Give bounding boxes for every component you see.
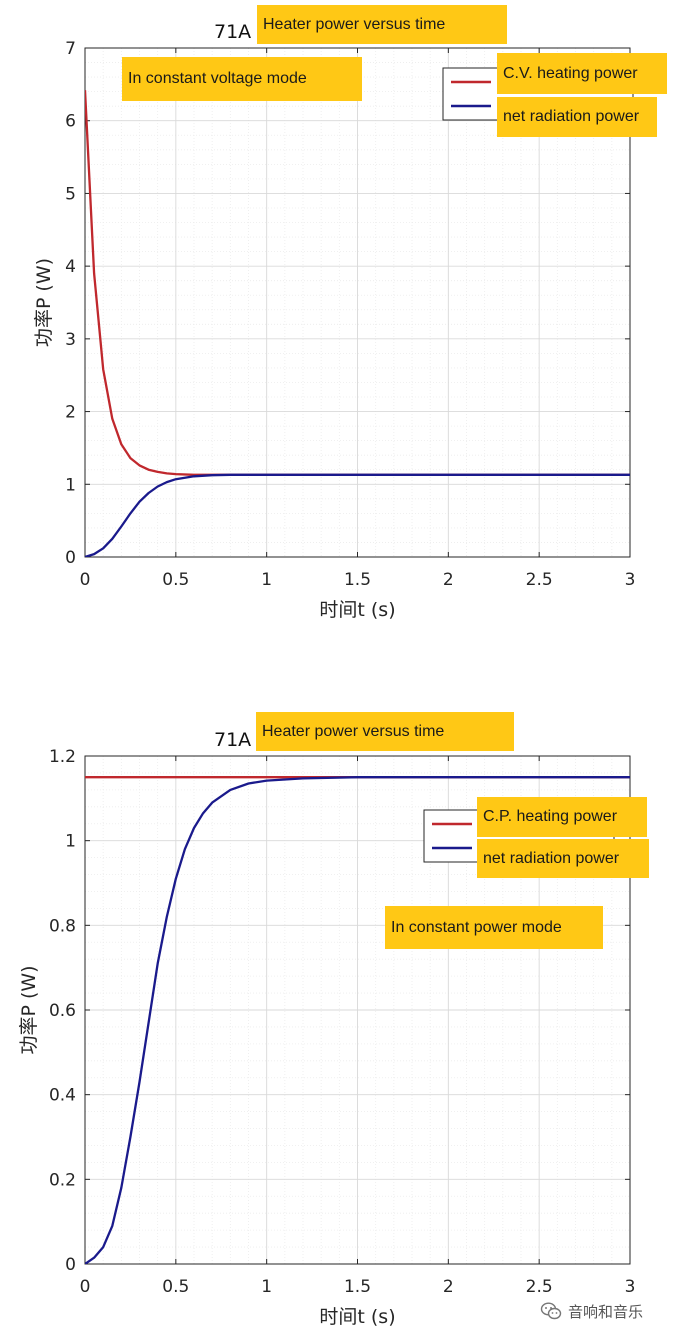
x-tick-label: 0.5 xyxy=(162,570,189,590)
y-tick-label: 0 xyxy=(65,1255,76,1275)
x-tick-label: 2.5 xyxy=(526,1277,553,1297)
mode-annotation: In constant power mode xyxy=(385,906,603,949)
y-tick-label: 0 xyxy=(65,548,76,568)
y-tick-label: 6 xyxy=(65,112,76,132)
y-tick-label: 0.8 xyxy=(49,916,76,936)
watermark-text: 音响和音乐 xyxy=(568,1302,644,1321)
x-tick-label: 1.5 xyxy=(344,570,371,590)
x-tick-label: 3 xyxy=(625,1277,636,1297)
y-tick-label: 3 xyxy=(65,330,76,350)
y-tick-label: 1 xyxy=(65,832,76,852)
x-tick-label: 1 xyxy=(261,1277,272,1297)
x-tick-label: 1.5 xyxy=(344,1277,371,1297)
x-axis-label: 时间t (s) xyxy=(319,599,395,621)
chart-title: 71A xyxy=(214,729,251,751)
x-tick-label: 2 xyxy=(443,570,454,590)
x-tick-label: 1 xyxy=(261,570,272,590)
wechat-icon xyxy=(540,1302,562,1320)
y-tick-label: 2 xyxy=(65,403,76,423)
y-axis-label: 功率P (W) xyxy=(33,258,55,347)
x-tick-label: 0 xyxy=(80,570,91,590)
legend-label-2: net radiation power xyxy=(477,839,649,878)
chart-2: 0 0.5 1 1.5 2 2.5 3 0 0.2 0.4 0.6 0.8 1 1.2 时间t (s) 功率P… xyxy=(18,729,635,1328)
y-tick-label: 4 xyxy=(65,257,76,277)
y-tick-label: 0.6 xyxy=(49,1001,76,1021)
y-tick-label: 0.4 xyxy=(49,1086,76,1106)
watermark: 音响和音乐 xyxy=(540,1300,643,1322)
y-tick-label: 7 xyxy=(65,39,76,59)
series-line-2 xyxy=(85,473,630,557)
title-overlay: Heater power versus time xyxy=(257,5,507,44)
mode-annotation: In constant voltage mode xyxy=(122,57,362,101)
x-axis-label: 时间t (s) xyxy=(319,1306,395,1328)
y-tick-label: 1.2 xyxy=(49,747,76,767)
x-tick-label: 3 xyxy=(625,570,636,590)
y-tick-label: 0.2 xyxy=(49,1170,76,1190)
y-tick-label: 1 xyxy=(65,475,76,495)
x-tick-label: 2 xyxy=(443,1277,454,1297)
x-tick-label: 2.5 xyxy=(526,570,553,590)
legend-label-1: C.V. heating power xyxy=(497,53,667,94)
series-line-2 xyxy=(85,776,630,1264)
y-tick-label: 5 xyxy=(65,184,76,204)
x-tick-label: 0 xyxy=(80,1277,91,1297)
chart-title: 71A xyxy=(214,21,251,43)
title-overlay: Heater power versus time xyxy=(256,712,514,751)
x-tick-label: 0.5 xyxy=(162,1277,189,1297)
legend-label-1: C.P. heating power xyxy=(477,797,647,837)
y-axis-label: 功率P (W) xyxy=(18,965,40,1054)
legend-label-2: net radiation power xyxy=(497,97,657,137)
